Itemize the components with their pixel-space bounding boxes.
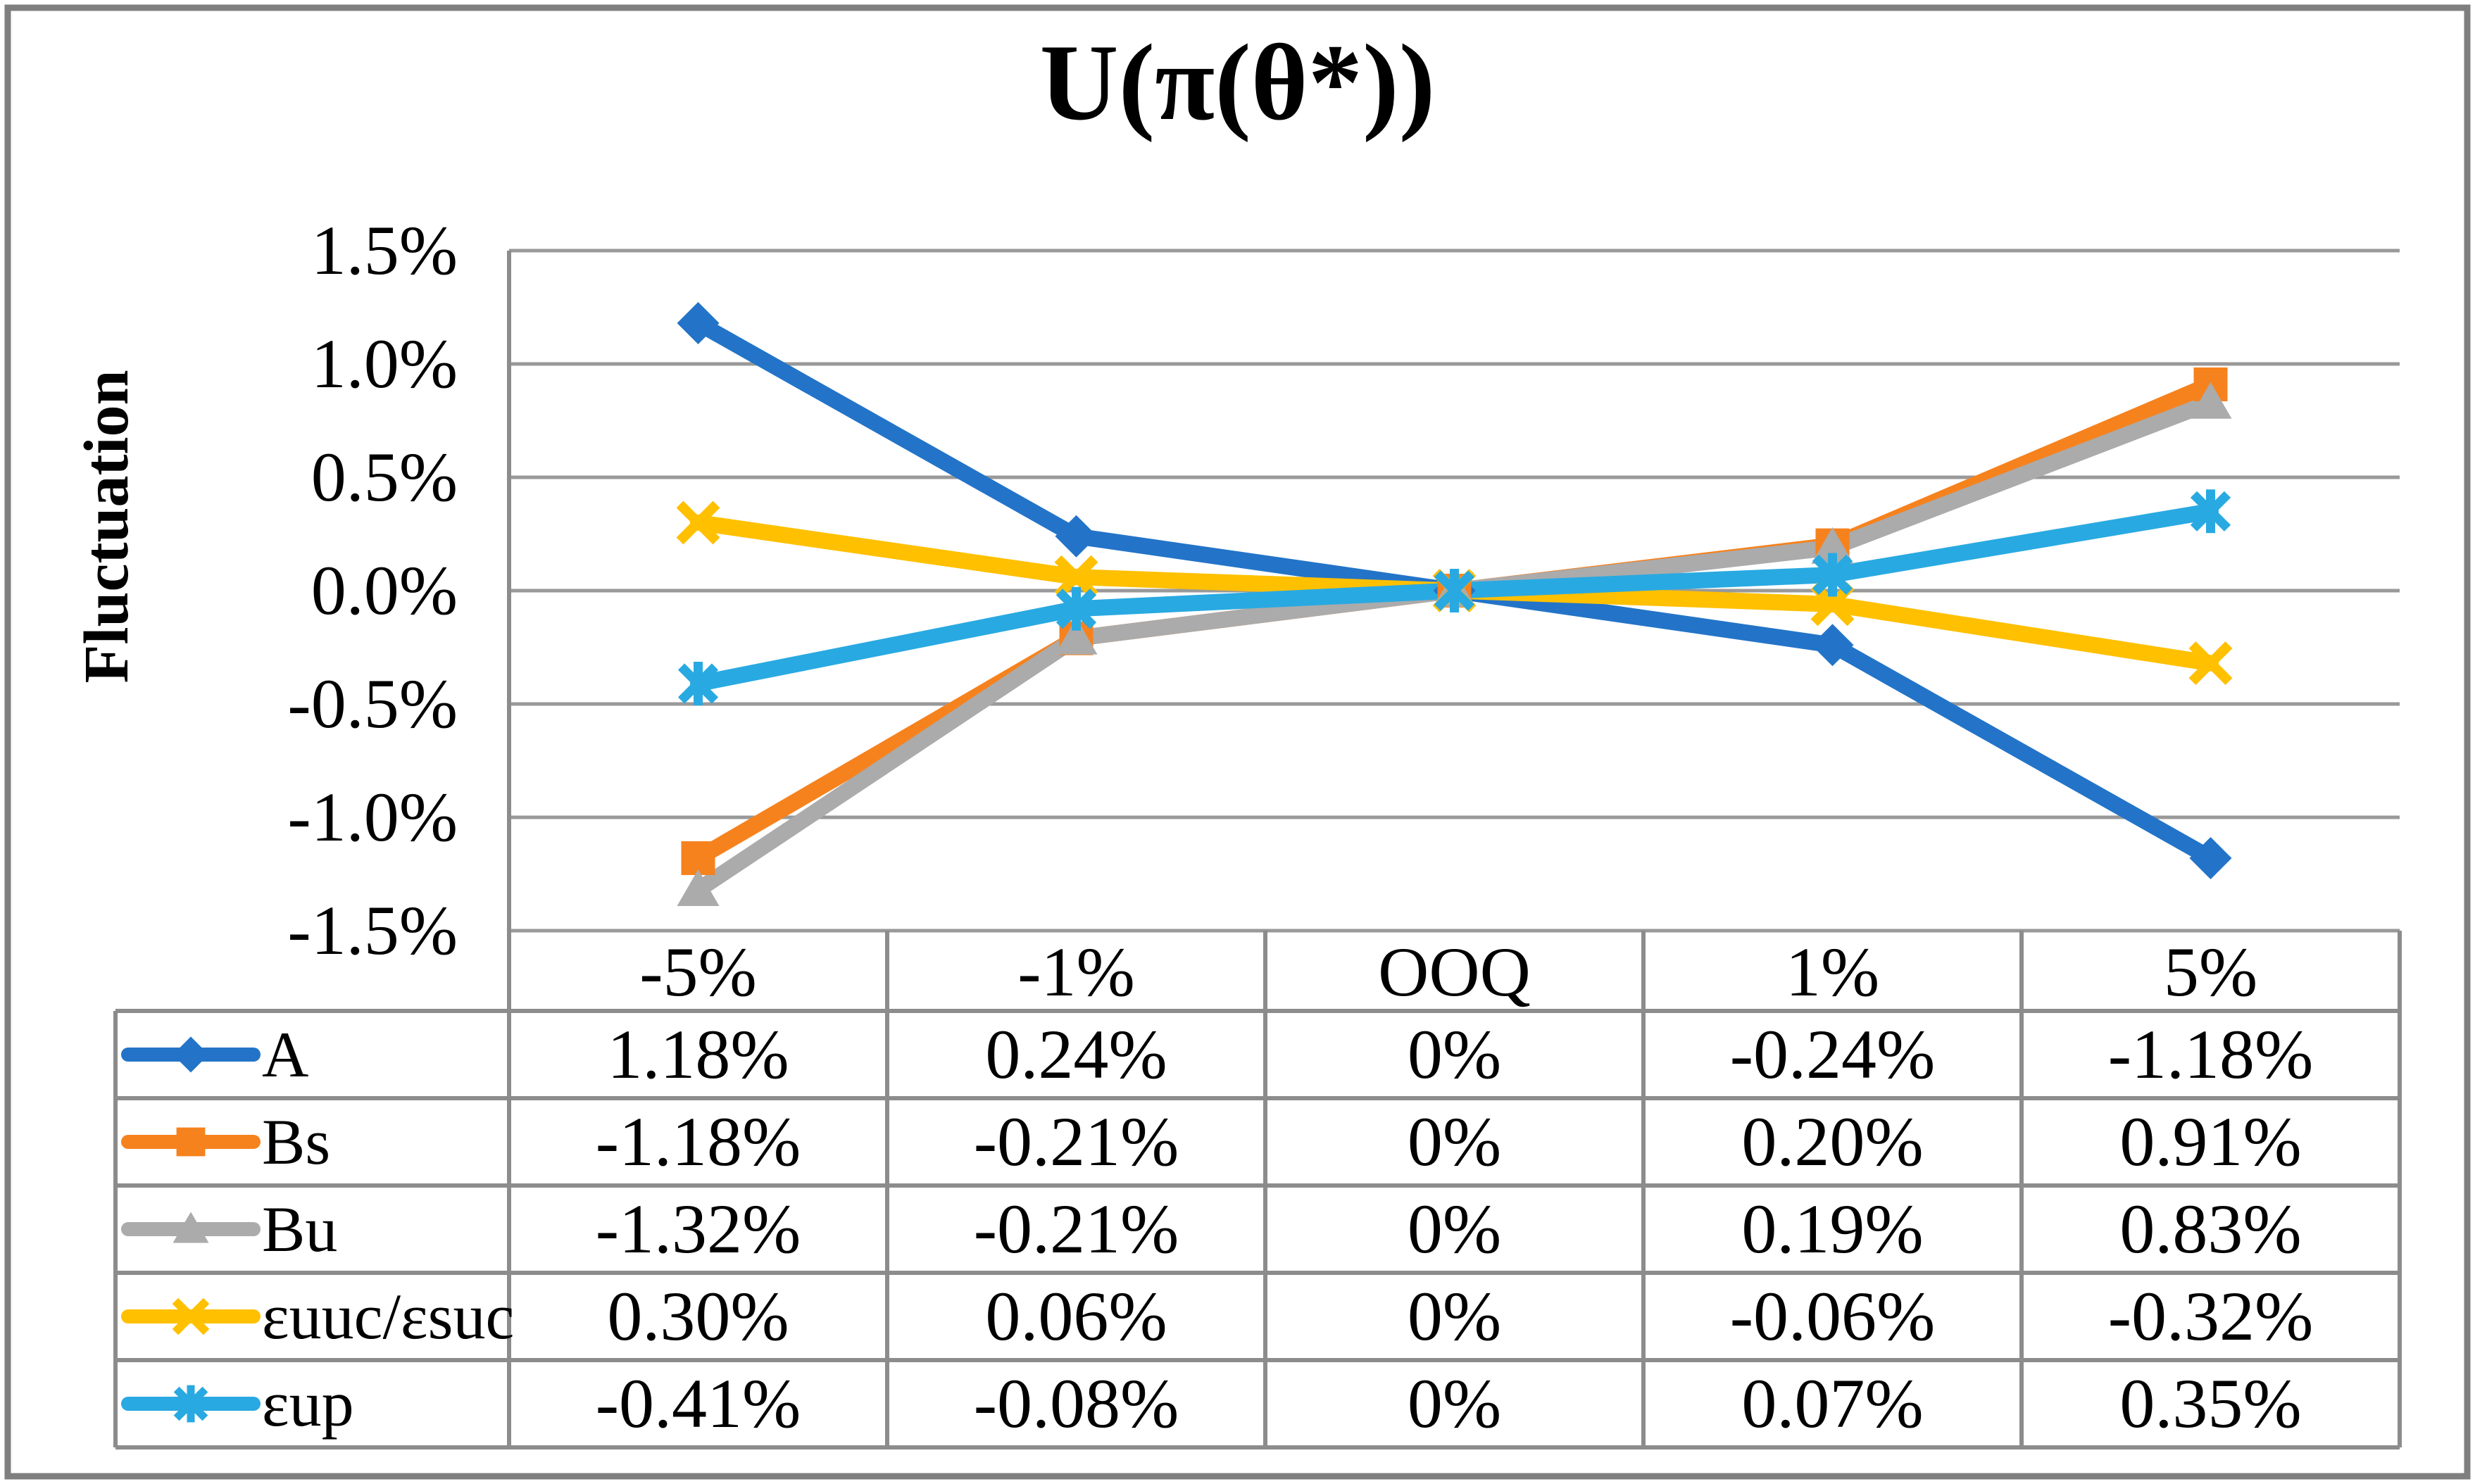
value-cell-A-1%: -0.24% <box>1729 1015 1936 1093</box>
series-εuuc/εsuc-x-cross-icon <box>676 501 720 545</box>
value-cell-εuuc/εsuc-OOQ: 0% <box>1407 1277 1502 1355</box>
y-tick-label--1.5%: -1.5% <box>287 891 458 969</box>
y-tick-label-0.5%: 0.5% <box>311 438 458 516</box>
value-cell-A--1%: 0.24% <box>985 1015 1167 1093</box>
value-cell-A-OOQ: 0% <box>1407 1015 1502 1093</box>
value-cell-εuuc/εsuc-5%: -0.32% <box>2107 1277 2314 1355</box>
series-εup-asterisk-icon <box>677 663 719 704</box>
y-tick-label-1.5%: 1.5% <box>311 211 458 289</box>
value-cell-εup-1%: 0.07% <box>1741 1364 1924 1442</box>
series-εup-asterisk-icon <box>1434 570 1475 611</box>
legend-label-A: A <box>262 1019 309 1090</box>
legend-diamond-icon <box>173 1036 209 1073</box>
value-cell-Bu-5%: 0.83% <box>2119 1190 2302 1268</box>
series-εup-asterisk-icon <box>2190 491 2231 532</box>
category-header-1%: 1% <box>1785 933 1880 1011</box>
y-tick-label-1.0%: 1.0% <box>311 325 458 403</box>
y-tick-label--0.5%: -0.5% <box>287 665 458 743</box>
series-A-diamond-icon <box>1811 624 1854 667</box>
legend-triangle-icon <box>173 1212 209 1243</box>
series-εup-asterisk-icon <box>1055 589 1097 629</box>
series-Bu-triangle-icon <box>677 869 720 907</box>
legend-asterisk-icon <box>173 1386 208 1421</box>
series-Bs-square-icon <box>681 841 715 875</box>
chart-title: U(π(θ*)) <box>1039 22 1436 143</box>
category-header-OOQ: OOQ <box>1378 933 1531 1011</box>
value-cell-εup-5%: 0.35% <box>2119 1364 2302 1442</box>
series-A-diamond-icon <box>2189 836 2232 879</box>
value-cell-Bs-5%: 0.91% <box>2119 1102 2302 1181</box>
value-cell-Bu-OOQ: 0% <box>1407 1190 1502 1268</box>
category-header--5%: -5% <box>639 933 757 1011</box>
value-cell-Bs-1%: 0.20% <box>1741 1102 1924 1181</box>
legend-label-εup: εup <box>262 1368 354 1440</box>
series-Bu-triangle-icon <box>1811 527 1854 564</box>
y-axis-title: Fluctuation <box>72 370 142 684</box>
series-A-diamond-icon <box>677 302 720 345</box>
category-header--1%: -1% <box>1017 933 1135 1011</box>
outer-border <box>4 4 2471 1480</box>
y-tick-label--1.0%: -1.0% <box>287 778 458 856</box>
series-Bu-triangle-icon <box>1055 617 1098 655</box>
legend-x-cross-icon <box>172 1297 210 1335</box>
value-cell-Bu-1%: 0.19% <box>1741 1190 1924 1268</box>
value-cell-Bs--5%: -1.18% <box>595 1102 801 1181</box>
value-cell-A-5%: -1.18% <box>2107 1015 2314 1093</box>
series-εuuc/εsuc-x-cross-icon <box>1054 555 1098 599</box>
legend-label-εuuc/εsuc: εuuc/εsuc <box>262 1281 515 1352</box>
series-εuuc/εsuc-x-cross-icon <box>2188 641 2233 685</box>
series-εup-asterisk-icon <box>1812 554 1853 596</box>
value-cell-Bu--5%: -1.32% <box>595 1190 801 1268</box>
legend-label-Bs: Bs <box>262 1106 331 1178</box>
value-cell-εup--1%: -0.08% <box>973 1364 1179 1442</box>
value-cell-εup-OOQ: 0% <box>1407 1364 1502 1442</box>
legend-label-Bu: Bu <box>262 1193 338 1265</box>
value-cell-A--5%: 1.18% <box>607 1015 789 1093</box>
value-cell-εup--5%: -0.41% <box>595 1364 801 1442</box>
value-cell-εuuc/εsuc--5%: 0.30% <box>607 1277 789 1355</box>
value-cell-εuuc/εsuc-1%: -0.06% <box>1729 1277 1936 1355</box>
value-cell-Bs-OOQ: 0% <box>1407 1102 1502 1181</box>
category-header-5%: 5% <box>2163 933 2258 1011</box>
series-Bu-triangle-icon <box>2189 382 2232 419</box>
legend-square-icon <box>176 1127 206 1157</box>
value-cell-εuuc/εsuc--1%: 0.06% <box>985 1277 1167 1355</box>
value-cell-Bu--1%: -0.21% <box>973 1190 1179 1268</box>
series-A-diamond-icon <box>1055 515 1098 558</box>
value-cell-Bs--1%: -0.21% <box>973 1102 1179 1181</box>
y-tick-label-0.0%: 0.0% <box>311 551 458 629</box>
